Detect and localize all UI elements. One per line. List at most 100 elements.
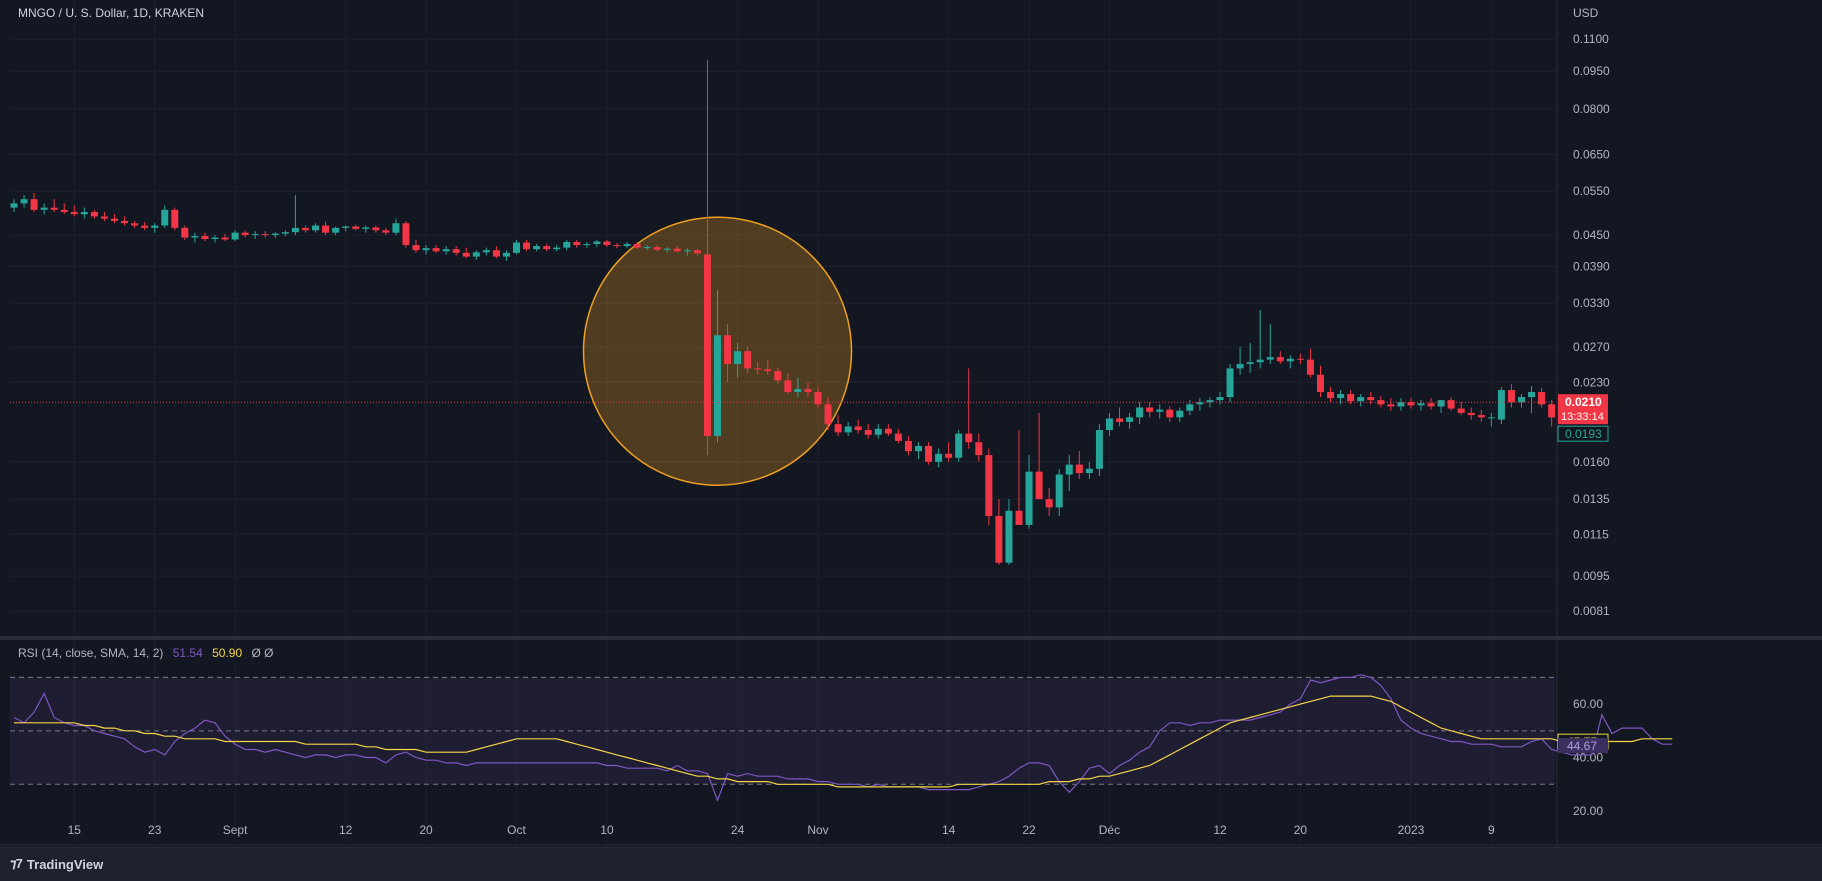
candle-body xyxy=(1327,392,1335,399)
time-tick-label: 10 xyxy=(600,823,614,837)
candle-body xyxy=(673,248,681,252)
candle xyxy=(1518,394,1525,408)
candle-body xyxy=(1236,363,1244,369)
candle-body xyxy=(1467,412,1475,416)
candle-body xyxy=(985,455,993,516)
candle-body xyxy=(854,426,862,431)
candle-body xyxy=(472,252,480,257)
candle-body xyxy=(1126,417,1134,422)
candle-body xyxy=(502,252,510,257)
price-tick-label: 0.1100 xyxy=(1573,32,1609,46)
candle xyxy=(1015,430,1023,525)
candle-body xyxy=(362,227,370,229)
candle-body xyxy=(161,209,169,226)
candle xyxy=(312,223,319,233)
candle-body xyxy=(382,230,390,233)
candle-body xyxy=(965,433,973,443)
candle-body xyxy=(121,220,129,224)
candle-body xyxy=(734,351,742,364)
candle-body xyxy=(693,250,701,254)
candle-body xyxy=(874,428,882,435)
candle-body xyxy=(422,248,430,251)
candle xyxy=(221,234,229,242)
candle-body xyxy=(653,247,661,250)
candle xyxy=(90,209,98,219)
candle-body xyxy=(1538,392,1546,405)
candle xyxy=(1407,398,1415,409)
time-tick-label: Déc xyxy=(1099,823,1120,837)
rsi-legend[interactable]: RSI (14, close, SMA, 14, 2) 51.54 50.90 … xyxy=(18,646,274,660)
candle xyxy=(100,211,108,221)
candle xyxy=(1126,412,1134,429)
candle-body xyxy=(633,244,641,248)
time-tick-label: Sept xyxy=(223,823,248,837)
candle xyxy=(1136,402,1144,425)
candle xyxy=(1327,387,1335,403)
candle-body xyxy=(834,424,842,433)
candle-body xyxy=(764,369,772,372)
candle-body xyxy=(774,371,782,381)
candle-body xyxy=(1417,403,1425,406)
candle xyxy=(955,430,963,462)
candle-body xyxy=(352,226,360,229)
candle xyxy=(281,230,289,237)
candle-body xyxy=(623,244,631,247)
rsi-legend-rsi-value: 51.54 xyxy=(172,646,203,660)
candle xyxy=(563,240,571,251)
candle xyxy=(643,245,651,251)
price-tick-label: 0.0450 xyxy=(1573,228,1610,242)
candle-body xyxy=(1296,358,1304,360)
candle xyxy=(774,367,782,385)
last-price-badge xyxy=(1558,394,1608,425)
candle-body xyxy=(683,250,691,252)
candle-body xyxy=(533,246,541,250)
candle-body xyxy=(30,199,38,210)
candle xyxy=(1196,398,1204,411)
candle xyxy=(382,227,390,236)
candle-body xyxy=(945,453,953,458)
candle-body xyxy=(271,233,279,236)
candle xyxy=(633,242,641,250)
candle-countdown: 13:33:14 xyxy=(1561,411,1604,423)
candle-body xyxy=(1528,392,1536,398)
candle xyxy=(30,193,38,212)
candle xyxy=(553,245,561,252)
candle xyxy=(1216,392,1224,405)
last-price-value: 0.0210 xyxy=(1565,395,1602,409)
candle-body xyxy=(1337,394,1345,399)
candle-body xyxy=(1156,409,1164,412)
candle xyxy=(1176,407,1184,422)
candle-body xyxy=(251,234,259,236)
candle xyxy=(1095,424,1103,476)
candle xyxy=(975,433,983,462)
candle-body xyxy=(1457,408,1465,413)
price-tick-label: 0.0650 xyxy=(1573,147,1610,161)
candle-body xyxy=(171,209,179,228)
candle xyxy=(915,442,922,460)
candle-body xyxy=(724,335,732,364)
time-tick-label: 20 xyxy=(1294,823,1308,837)
candle-body xyxy=(312,225,319,231)
candle-body xyxy=(563,242,571,248)
candle xyxy=(151,223,159,233)
candle xyxy=(352,224,360,231)
tradingview-brand[interactable]: ⁊7 TradingView xyxy=(10,856,103,872)
candle-body xyxy=(1226,368,1234,398)
price-tick-label: 0.0135 xyxy=(1573,492,1610,506)
symbol-title[interactable]: MNGO / U. S. Dollar, 1D, KRAKEN xyxy=(18,6,205,20)
candle-body xyxy=(412,245,420,251)
candle-body xyxy=(925,445,933,462)
candle-body xyxy=(291,227,299,233)
candle xyxy=(663,247,671,253)
rsi-sma-line xyxy=(14,695,1673,788)
candle xyxy=(894,428,902,444)
time-tick-label: 2023 xyxy=(1398,823,1425,837)
price-tick-label: 0.0270 xyxy=(1573,340,1610,354)
candle-body xyxy=(1367,397,1375,401)
candle-body xyxy=(894,433,902,441)
rsi-last-badge xyxy=(1558,738,1608,754)
candle xyxy=(1055,468,1063,516)
candle xyxy=(533,244,541,252)
candle xyxy=(70,205,78,217)
